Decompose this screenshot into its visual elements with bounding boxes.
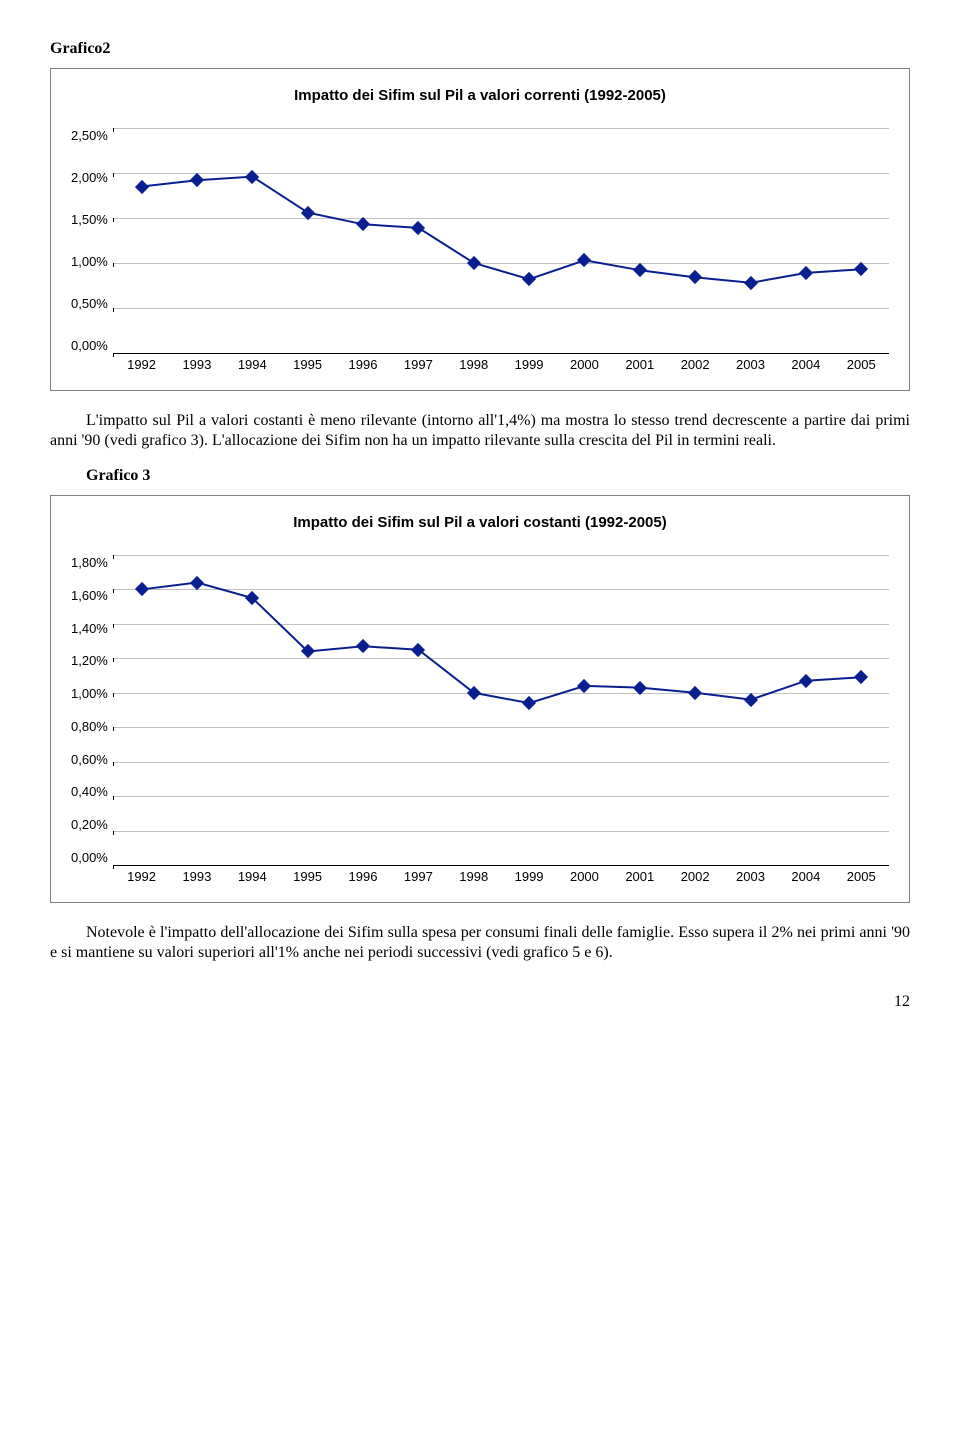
y-tick-label: 1,60%	[71, 588, 108, 603]
paragraph-2: Notevole è l'impatto dell'allocazione de…	[50, 923, 910, 963]
x-tick-label: 1997	[391, 869, 446, 884]
chart-2-title: Impatto dei Sifim sul Pil a valori costa…	[71, 514, 889, 531]
y-tick-label: 2,00%	[71, 170, 108, 185]
x-tick-label: 2001	[612, 869, 667, 884]
y-tick-label: 0,40%	[71, 784, 108, 799]
x-tick-label: 1995	[280, 357, 335, 372]
x-tick-label: 1994	[225, 357, 280, 372]
x-tick-label: 2004	[778, 357, 833, 372]
x-tick-label: 2002	[667, 357, 722, 372]
x-tick-label: 1996	[335, 357, 390, 372]
chart-1-x-axis: 1992199319941995199619971998199920002001…	[114, 357, 889, 372]
page-number: 12	[50, 993, 910, 1011]
chart-1-plot-area	[114, 128, 889, 353]
x-tick-label: 1993	[169, 357, 224, 372]
y-tick-label: 1,20%	[71, 653, 108, 668]
x-tick-label: 2003	[723, 869, 778, 884]
chart-2-container: Impatto dei Sifim sul Pil a valori costa…	[50, 495, 910, 903]
x-tick-label: 1998	[446, 869, 501, 884]
x-tick-label: 2000	[557, 357, 612, 372]
chart-2-x-axis: 1992199319941995199619971998199920002001…	[114, 869, 889, 884]
y-tick-label: 1,00%	[71, 254, 108, 269]
y-tick-label: 0,20%	[71, 817, 108, 832]
chart-1-container: Impatto dei Sifim sul Pil a valori corre…	[50, 68, 910, 391]
x-tick-label: 2005	[834, 869, 889, 884]
y-tick-label: 0,00%	[71, 850, 108, 865]
x-tick-label: 1999	[501, 869, 556, 884]
y-tick-label: 2,50%	[71, 128, 108, 143]
x-tick-label: 2005	[834, 357, 889, 372]
heading-grafico2: Grafico2	[50, 40, 910, 58]
x-tick-label: 1995	[280, 869, 335, 884]
y-tick-label: 0,00%	[71, 338, 108, 353]
x-tick-label: 1997	[391, 357, 446, 372]
x-tick-label: 1996	[335, 869, 390, 884]
x-tick-label: 2001	[612, 357, 667, 372]
x-tick-label: 1992	[114, 357, 169, 372]
chart-1-y-axis: 2,50% 2,00% 1,50% 1,00% 0,50% 0,00%	[71, 128, 114, 371]
y-tick-label: 0,80%	[71, 719, 108, 734]
x-tick-label: 1992	[114, 869, 169, 884]
x-tick-label: 1998	[446, 357, 501, 372]
y-tick-label: 1,50%	[71, 212, 108, 227]
y-tick-label: 1,40%	[71, 621, 108, 636]
x-tick-label: 1994	[225, 869, 280, 884]
chart-2-plot-area	[114, 555, 889, 865]
y-tick-label: 1,00%	[71, 686, 108, 701]
x-tick-label: 2003	[723, 357, 778, 372]
x-tick-label: 2002	[667, 869, 722, 884]
chart-2-y-axis: 1,80% 1,60% 1,40% 1,20% 1,00% 0,80% 0,60% 0,40%…	[71, 555, 114, 883]
chart-1-title: Impatto dei Sifim sul Pil a valori corre…	[71, 87, 889, 104]
heading-grafico3: Grafico 3	[86, 467, 910, 485]
x-tick-label: 1999	[501, 357, 556, 372]
x-tick-label: 2000	[557, 869, 612, 884]
y-tick-label: 0,50%	[71, 296, 108, 311]
x-tick-label: 2004	[778, 869, 833, 884]
y-tick-label: 0,60%	[71, 752, 108, 767]
x-tick-label: 1993	[169, 869, 224, 884]
paragraph-1: L'impatto sul Pil a valori costanti è me…	[50, 411, 910, 451]
y-tick-label: 1,80%	[71, 555, 108, 570]
